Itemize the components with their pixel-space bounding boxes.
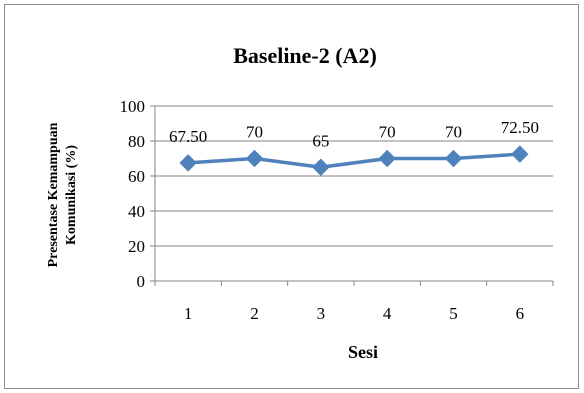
data-label-5: 70 (445, 123, 462, 142)
y-axis-label: Presentase Kemampuan Komunikasi (%) (46, 122, 79, 267)
y-tick-label: 20 (128, 237, 145, 256)
data-labels: 67.50 70 65 70 70 72.50 (169, 118, 539, 150)
data-label-2: 70 (246, 123, 263, 142)
y-tick-label: 100 (120, 97, 146, 116)
data-point-2 (245, 149, 264, 168)
gridlines (155, 105, 553, 247)
x-tick-label-3: 3 (317, 304, 326, 323)
data-label-1: 67.50 (169, 127, 207, 146)
y-axis-label-line-2: Komunikasi (%) (64, 145, 79, 245)
y-tick-label: 60 (128, 167, 145, 186)
x-tick-label-4: 4 (383, 304, 392, 323)
data-point-3 (312, 158, 330, 176)
data-point-5 (444, 149, 463, 168)
chart-title: Baseline-2 (A2) (233, 43, 377, 68)
y-axis-label-line-1: Presentase Kemampuan (46, 122, 61, 267)
line-chart: Baseline-2 (A2) 0 20 40 60 80 100 1 2 3 4 5 6 67.50… (46, 43, 554, 362)
y-tick-label: 80 (128, 132, 145, 151)
series (179, 145, 529, 176)
data-label-4: 70 (379, 123, 396, 142)
chart-frame: Baseline-2 (A2) 0 20 40 60 80 100 1 2 3 4 5 6 67.50… (4, 4, 579, 389)
x-tick-label-6: 6 (516, 304, 525, 323)
x-tick-label-2: 2 (250, 304, 259, 323)
data-label-6: 72.50 (501, 118, 539, 137)
x-tick-label-1: 1 (184, 304, 193, 323)
data-point-4 (378, 149, 396, 168)
x-tick-label-5: 5 (449, 304, 458, 323)
data-point-1 (179, 154, 197, 172)
x-axis-label: Sesi (348, 342, 378, 362)
y-tick-label: 0 (137, 272, 146, 291)
data-point-6 (511, 145, 529, 163)
axes: 0 20 40 60 80 100 1 2 3 4 5 6 (120, 97, 554, 323)
y-tick-label: 40 (128, 202, 145, 221)
series-line-0 (188, 152, 520, 169)
data-label-3: 65 (312, 131, 329, 150)
